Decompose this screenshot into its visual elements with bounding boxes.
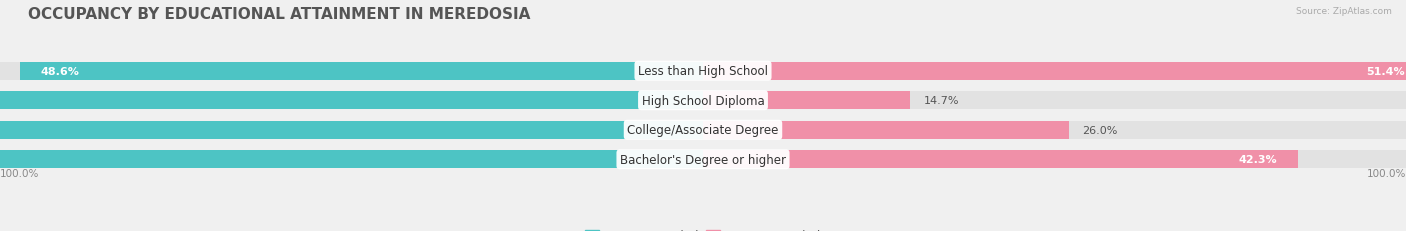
Text: 100.0%: 100.0% bbox=[0, 169, 39, 179]
Text: 26.0%: 26.0% bbox=[1083, 125, 1118, 135]
Text: 42.3%: 42.3% bbox=[1239, 155, 1277, 164]
Bar bbox=[0, 121, 1406, 139]
Bar bbox=[0, 121, 703, 139]
Bar bbox=[703, 121, 1069, 139]
Bar bbox=[0, 62, 1406, 81]
Bar bbox=[0, 92, 1406, 110]
Text: 51.4%: 51.4% bbox=[1367, 67, 1405, 76]
Text: 14.7%: 14.7% bbox=[924, 96, 959, 106]
Bar bbox=[703, 150, 1298, 169]
Bar bbox=[20, 62, 703, 81]
Bar bbox=[703, 92, 910, 110]
Text: 100.0%: 100.0% bbox=[1367, 169, 1406, 179]
Bar bbox=[0, 150, 1406, 169]
Bar bbox=[0, 150, 703, 169]
Legend: Owner-occupied, Renter-occupied: Owner-occupied, Renter-occupied bbox=[585, 229, 821, 231]
Text: Source: ZipAtlas.com: Source: ZipAtlas.com bbox=[1296, 7, 1392, 16]
Text: High School Diploma: High School Diploma bbox=[641, 94, 765, 107]
Text: 48.6%: 48.6% bbox=[41, 67, 80, 76]
Text: Bachelor's Degree or higher: Bachelor's Degree or higher bbox=[620, 153, 786, 166]
Text: College/Associate Degree: College/Associate Degree bbox=[627, 124, 779, 137]
Bar bbox=[703, 62, 1406, 81]
Text: Less than High School: Less than High School bbox=[638, 65, 768, 78]
Text: OCCUPANCY BY EDUCATIONAL ATTAINMENT IN MEREDOSIA: OCCUPANCY BY EDUCATIONAL ATTAINMENT IN M… bbox=[28, 7, 530, 22]
Bar bbox=[0, 92, 703, 110]
